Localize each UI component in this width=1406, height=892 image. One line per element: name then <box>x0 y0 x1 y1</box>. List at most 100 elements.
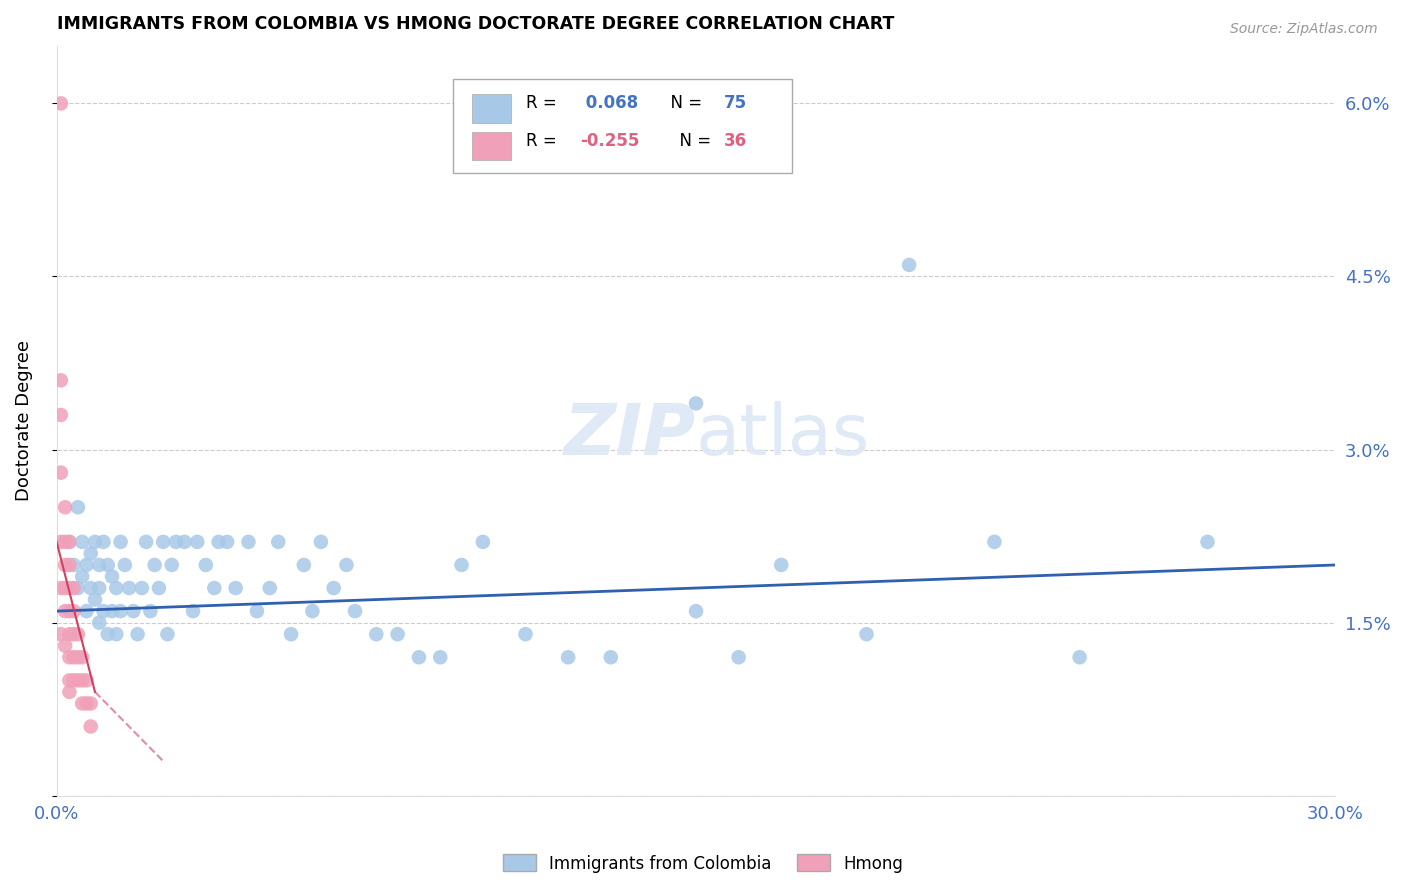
Point <box>408 650 430 665</box>
Point <box>181 604 204 618</box>
Text: atlas: atlas <box>696 401 870 470</box>
Point <box>557 650 579 665</box>
Point <box>80 546 103 560</box>
Point <box>58 627 80 641</box>
Point <box>84 534 107 549</box>
Point <box>101 604 124 618</box>
Point <box>165 534 187 549</box>
Point <box>983 534 1005 549</box>
Point <box>70 569 93 583</box>
Text: -0.255: -0.255 <box>579 132 638 150</box>
Point <box>280 627 302 641</box>
Point <box>53 639 76 653</box>
Point <box>80 697 103 711</box>
Point <box>122 604 145 618</box>
Point <box>131 581 153 595</box>
Point <box>105 581 128 595</box>
Point <box>75 673 97 688</box>
Point <box>62 627 84 641</box>
Text: N =: N = <box>669 132 717 150</box>
Point <box>685 396 707 410</box>
Point <box>429 650 451 665</box>
Point <box>97 627 120 641</box>
Point <box>335 558 357 572</box>
Point <box>156 627 179 641</box>
Point <box>89 581 111 595</box>
Point <box>127 627 149 641</box>
Point <box>238 534 260 549</box>
Point <box>80 581 103 595</box>
Point <box>770 558 793 572</box>
Point <box>75 697 97 711</box>
Point <box>259 581 281 595</box>
Point <box>66 500 89 515</box>
Point <box>322 581 344 595</box>
Point <box>143 558 166 572</box>
Legend: Immigrants from Colombia, Hmong: Immigrants from Colombia, Hmong <box>496 847 910 880</box>
Point <box>53 500 76 515</box>
Point <box>118 581 141 595</box>
Point <box>49 466 72 480</box>
Point <box>58 673 80 688</box>
Point <box>70 534 93 549</box>
Point <box>70 650 93 665</box>
Point <box>135 534 157 549</box>
Point <box>75 604 97 618</box>
Text: R =: R = <box>526 132 562 150</box>
Point <box>139 604 162 618</box>
Point <box>49 534 72 549</box>
Text: N =: N = <box>661 95 707 112</box>
Point <box>152 534 174 549</box>
Text: Source: ZipAtlas.com: Source: ZipAtlas.com <box>1230 22 1378 37</box>
Point <box>70 697 93 711</box>
Point <box>53 604 76 618</box>
Point <box>114 558 136 572</box>
Text: 75: 75 <box>724 95 747 112</box>
Point <box>105 627 128 641</box>
Point <box>1197 534 1219 549</box>
Point <box>62 604 84 618</box>
Point <box>80 719 103 733</box>
Point <box>173 534 195 549</box>
Point <box>207 534 229 549</box>
Point <box>75 558 97 572</box>
Point <box>49 408 72 422</box>
Point <box>186 534 208 549</box>
Point <box>62 673 84 688</box>
Point <box>66 627 89 641</box>
Point <box>49 96 72 111</box>
Point <box>58 604 80 618</box>
Point <box>110 534 132 549</box>
Point <box>62 650 84 665</box>
Point <box>93 604 115 618</box>
Text: 0.068: 0.068 <box>579 95 638 112</box>
Point <box>93 534 115 549</box>
Text: 36: 36 <box>724 132 747 150</box>
Point <box>62 581 84 595</box>
Y-axis label: Doctorate Degree: Doctorate Degree <box>15 340 32 501</box>
Point <box>343 604 366 618</box>
Point <box>97 558 120 572</box>
Point <box>58 581 80 595</box>
Point <box>148 581 170 595</box>
Point <box>450 558 472 572</box>
Point <box>53 581 76 595</box>
Point <box>685 604 707 618</box>
FancyBboxPatch shape <box>453 79 792 173</box>
Point <box>58 650 80 665</box>
Point <box>225 581 247 595</box>
Point <box>387 627 409 641</box>
Point <box>53 558 76 572</box>
Point <box>301 604 323 618</box>
Point <box>89 615 111 630</box>
Point <box>101 569 124 583</box>
Point <box>202 581 225 595</box>
Point <box>267 534 290 549</box>
Point <box>194 558 217 572</box>
Point <box>309 534 332 549</box>
Point <box>49 373 72 387</box>
Point <box>84 592 107 607</box>
Point <box>110 604 132 618</box>
FancyBboxPatch shape <box>472 95 510 123</box>
Point <box>58 685 80 699</box>
